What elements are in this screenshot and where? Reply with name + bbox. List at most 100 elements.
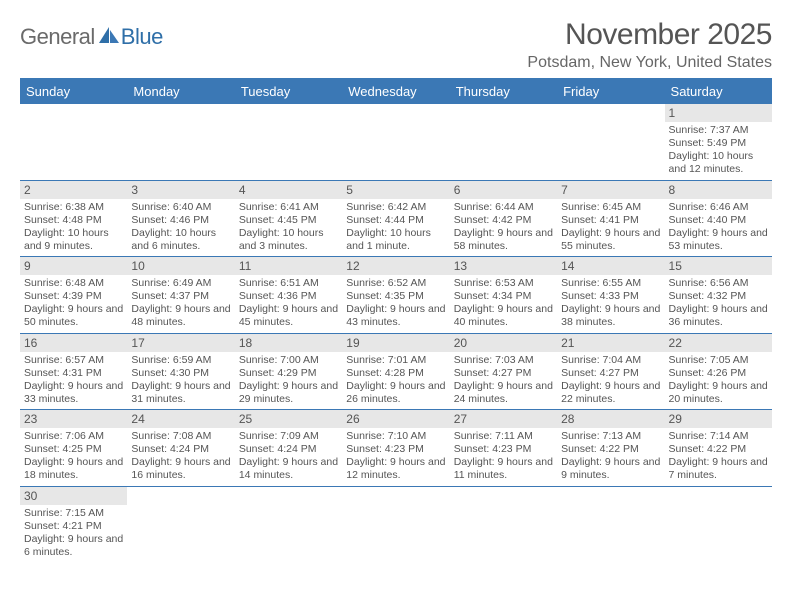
sunset-text: Sunset: 4:24 PM [239, 443, 338, 456]
day-number: 2 [20, 181, 127, 199]
daylight-text: Daylight: 9 hours and 11 minutes. [454, 456, 553, 482]
calendar-day: 5Sunrise: 6:42 AMSunset: 4:44 PMDaylight… [342, 181, 449, 257]
daylight-text: Daylight: 9 hours and 53 minutes. [669, 227, 768, 253]
calendar-day: 8Sunrise: 6:46 AMSunset: 4:40 PMDaylight… [665, 181, 772, 257]
sunset-text: Sunset: 4:27 PM [561, 367, 660, 380]
calendar-day: 18Sunrise: 7:00 AMSunset: 4:29 PMDayligh… [235, 334, 342, 410]
day-body: Sunrise: 6:48 AMSunset: 4:39 PMDaylight:… [20, 275, 127, 333]
day-body: Sunrise: 6:51 AMSunset: 4:36 PMDaylight:… [235, 275, 342, 333]
daylight-text: Daylight: 9 hours and 38 minutes. [561, 303, 660, 329]
day-header: Monday [127, 80, 234, 104]
day-number: 25 [235, 410, 342, 428]
day-number: 30 [20, 487, 127, 505]
day-number: 17 [127, 334, 234, 352]
sunrise-text: Sunrise: 7:03 AM [454, 354, 553, 367]
day-number: 8 [665, 181, 772, 199]
daylight-text: Daylight: 9 hours and 33 minutes. [24, 380, 123, 406]
day-number: 18 [235, 334, 342, 352]
sunset-text: Sunset: 4:33 PM [561, 290, 660, 303]
day-header: Wednesday [342, 80, 449, 104]
page-subtitle: Potsdam, New York, United States [527, 54, 772, 72]
sunrise-text: Sunrise: 7:04 AM [561, 354, 660, 367]
calendar-day [665, 487, 772, 563]
calendar-day: 19Sunrise: 7:01 AMSunset: 4:28 PMDayligh… [342, 334, 449, 410]
daylight-text: Daylight: 10 hours and 12 minutes. [669, 150, 768, 176]
daylight-text: Daylight: 9 hours and 31 minutes. [131, 380, 230, 406]
sunset-text: Sunset: 4:22 PM [561, 443, 660, 456]
day-number: 23 [20, 410, 127, 428]
day-body: Sunrise: 7:09 AMSunset: 4:24 PMDaylight:… [235, 428, 342, 486]
day-number: 19 [342, 334, 449, 352]
sunrise-text: Sunrise: 7:00 AM [239, 354, 338, 367]
sunset-text: Sunset: 4:46 PM [131, 214, 230, 227]
sunset-text: Sunset: 4:22 PM [669, 443, 768, 456]
calendar: Sunday Monday Tuesday Wednesday Thursday… [20, 78, 772, 562]
day-body: Sunrise: 6:45 AMSunset: 4:41 PMDaylight:… [557, 199, 664, 257]
calendar-week: 9Sunrise: 6:48 AMSunset: 4:39 PMDaylight… [20, 257, 772, 334]
sunset-text: Sunset: 4:48 PM [24, 214, 123, 227]
calendar-day [127, 487, 234, 563]
day-number: 20 [450, 334, 557, 352]
day-number: 9 [20, 257, 127, 275]
day-body: Sunrise: 7:15 AMSunset: 4:21 PMDaylight:… [20, 505, 127, 563]
day-number: 28 [557, 410, 664, 428]
calendar-day [342, 104, 449, 180]
daylight-text: Daylight: 9 hours and 16 minutes. [131, 456, 230, 482]
sunrise-text: Sunrise: 6:57 AM [24, 354, 123, 367]
sunset-text: Sunset: 4:30 PM [131, 367, 230, 380]
day-body: Sunrise: 6:57 AMSunset: 4:31 PMDaylight:… [20, 352, 127, 410]
day-number: 5 [342, 181, 449, 199]
sunrise-text: Sunrise: 7:01 AM [346, 354, 445, 367]
calendar-week: 1Sunrise: 7:37 AMSunset: 5:49 PMDaylight… [20, 104, 772, 181]
daylight-text: Daylight: 9 hours and 40 minutes. [454, 303, 553, 329]
daylight-text: Daylight: 9 hours and 7 minutes. [669, 456, 768, 482]
calendar-day: 27Sunrise: 7:11 AMSunset: 4:23 PMDayligh… [450, 410, 557, 486]
calendar-day: 23Sunrise: 7:06 AMSunset: 4:25 PMDayligh… [20, 410, 127, 486]
calendar-day: 29Sunrise: 7:14 AMSunset: 4:22 PMDayligh… [665, 410, 772, 486]
day-body: Sunrise: 6:59 AMSunset: 4:30 PMDaylight:… [127, 352, 234, 410]
sunrise-text: Sunrise: 6:40 AM [131, 201, 230, 214]
sunrise-text: Sunrise: 7:13 AM [561, 430, 660, 443]
day-body: Sunrise: 6:40 AMSunset: 4:46 PMDaylight:… [127, 199, 234, 257]
daylight-text: Daylight: 9 hours and 48 minutes. [131, 303, 230, 329]
daylight-text: Daylight: 9 hours and 12 minutes. [346, 456, 445, 482]
sunrise-text: Sunrise: 7:15 AM [24, 507, 123, 520]
day-number: 6 [450, 181, 557, 199]
day-body: Sunrise: 7:03 AMSunset: 4:27 PMDaylight:… [450, 352, 557, 410]
sunset-text: Sunset: 4:42 PM [454, 214, 553, 227]
daylight-text: Daylight: 9 hours and 43 minutes. [346, 303, 445, 329]
day-body: Sunrise: 6:38 AMSunset: 4:48 PMDaylight:… [20, 199, 127, 257]
sunrise-text: Sunrise: 6:44 AM [454, 201, 553, 214]
day-body: Sunrise: 6:56 AMSunset: 4:32 PMDaylight:… [665, 275, 772, 333]
sunset-text: Sunset: 4:35 PM [346, 290, 445, 303]
day-body: Sunrise: 6:42 AMSunset: 4:44 PMDaylight:… [342, 199, 449, 257]
calendar-day: 28Sunrise: 7:13 AMSunset: 4:22 PMDayligh… [557, 410, 664, 486]
sunrise-text: Sunrise: 7:37 AM [669, 124, 768, 137]
sunset-text: Sunset: 4:29 PM [239, 367, 338, 380]
day-body: Sunrise: 7:05 AMSunset: 4:26 PMDaylight:… [665, 352, 772, 410]
day-number: 22 [665, 334, 772, 352]
day-body: Sunrise: 7:13 AMSunset: 4:22 PMDaylight:… [557, 428, 664, 486]
sunrise-text: Sunrise: 6:59 AM [131, 354, 230, 367]
daylight-text: Daylight: 9 hours and 20 minutes. [669, 380, 768, 406]
sunrise-text: Sunrise: 6:55 AM [561, 277, 660, 290]
day-body: Sunrise: 6:46 AMSunset: 4:40 PMDaylight:… [665, 199, 772, 257]
sunset-text: Sunset: 4:23 PM [454, 443, 553, 456]
logo-sail-icon [97, 25, 121, 45]
sunset-text: Sunset: 4:44 PM [346, 214, 445, 227]
sunrise-text: Sunrise: 6:41 AM [239, 201, 338, 214]
daylight-text: Daylight: 9 hours and 9 minutes. [561, 456, 660, 482]
daylight-text: Daylight: 9 hours and 14 minutes. [239, 456, 338, 482]
day-number: 4 [235, 181, 342, 199]
sunset-text: Sunset: 4:34 PM [454, 290, 553, 303]
sunset-text: Sunset: 4:31 PM [24, 367, 123, 380]
sunrise-text: Sunrise: 6:48 AM [24, 277, 123, 290]
calendar-day: 3Sunrise: 6:40 AMSunset: 4:46 PMDaylight… [127, 181, 234, 257]
day-number: 1 [665, 104, 772, 122]
sunset-text: Sunset: 4:23 PM [346, 443, 445, 456]
sunset-text: Sunset: 4:24 PM [131, 443, 230, 456]
day-body: Sunrise: 6:41 AMSunset: 4:45 PMDaylight:… [235, 199, 342, 257]
sunrise-text: Sunrise: 7:14 AM [669, 430, 768, 443]
sunrise-text: Sunrise: 6:51 AM [239, 277, 338, 290]
day-body: Sunrise: 6:53 AMSunset: 4:34 PMDaylight:… [450, 275, 557, 333]
